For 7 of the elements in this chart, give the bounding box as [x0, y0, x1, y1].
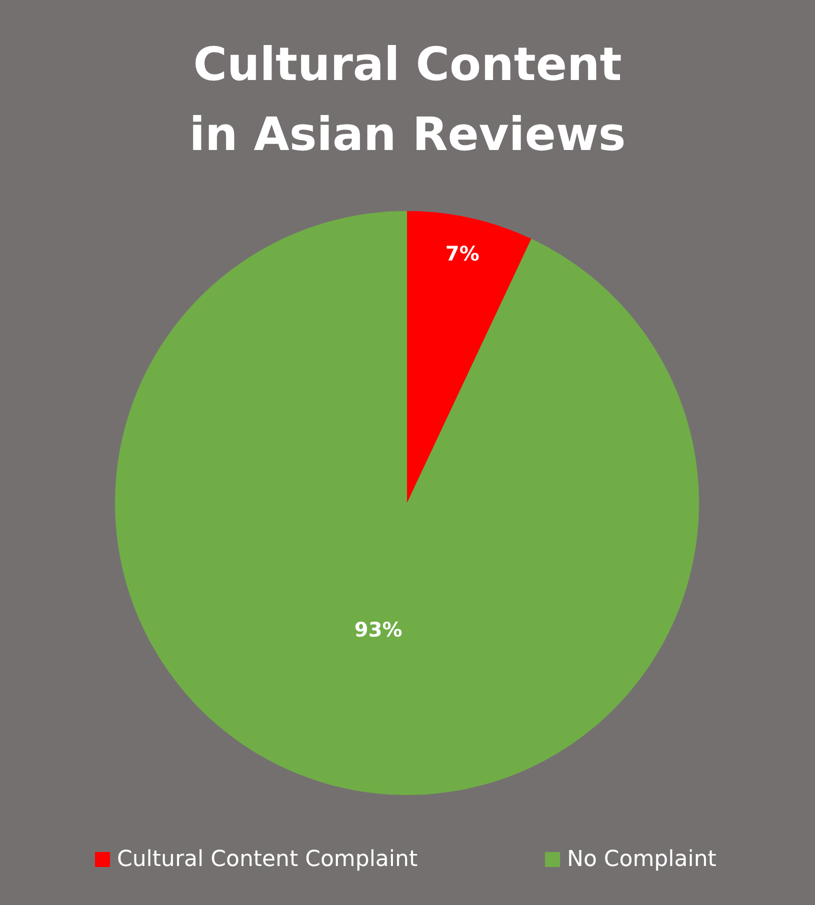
pie-slice: [407, 211, 532, 503]
legend-label: No Complaint: [567, 847, 717, 872]
legend-label: Cultural Content Complaint: [117, 847, 418, 872]
data-label: 93%: [354, 618, 402, 642]
data-label: 7%: [445, 242, 480, 266]
pie-slice: [115, 211, 699, 795]
chart-title: Cultural Content in Asian Reviews: [189, 37, 626, 161]
